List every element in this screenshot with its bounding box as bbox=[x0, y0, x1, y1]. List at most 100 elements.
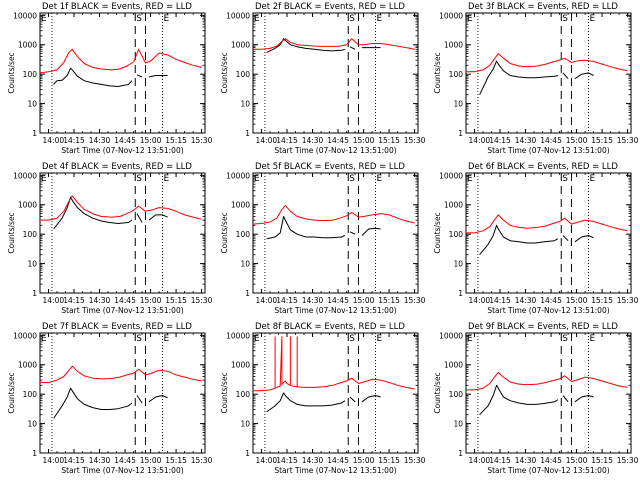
x-tick-label: 14:00 bbox=[469, 136, 491, 145]
marker-label: S bbox=[136, 334, 142, 344]
y-axis-label: Counts/sec bbox=[433, 212, 442, 253]
y-tick-label: 10 bbox=[453, 420, 463, 429]
y-axis-label: Counts/sec bbox=[220, 52, 229, 93]
x-tick-label: 14:45 bbox=[327, 456, 349, 465]
y-tick-label: 1 bbox=[245, 449, 250, 458]
series-lld-segment bbox=[133, 205, 202, 220]
x-tick-label: 15:15 bbox=[165, 136, 187, 145]
marker-label: E bbox=[163, 14, 169, 24]
x-axis-label: Start Time (07-Nov-12 13:51:00) bbox=[487, 466, 609, 475]
marker-label: E bbox=[41, 14, 47, 24]
y-axis-label: Counts/sec bbox=[433, 52, 442, 93]
detector-chart-5: Det 5f BLACK = Events, RED = LLD 1 10 100 10… bbox=[220, 162, 426, 315]
y-tick-label: 100 bbox=[449, 230, 464, 239]
plot-frame bbox=[39, 12, 206, 134]
x-axis-label: Start Time (07-Nov-12 13:51:00) bbox=[61, 306, 183, 315]
plot-frame bbox=[252, 332, 419, 454]
y-tick-label: 10 bbox=[27, 100, 37, 109]
x-tick-label: 14:45 bbox=[327, 136, 349, 145]
x-axis-label: Start Time (07-Nov-12 13:51:00) bbox=[487, 306, 609, 315]
plot-frame bbox=[465, 172, 632, 294]
y-tick-label: 1000 bbox=[18, 361, 37, 370]
chart-title: Det 9f BLACK = Events, RED = LLD bbox=[468, 322, 618, 332]
series-lld-segment bbox=[39, 48, 134, 74]
y-axis-label: Counts/sec bbox=[220, 212, 229, 253]
series-lld-segment bbox=[252, 204, 347, 225]
series-events-segment bbox=[562, 395, 569, 403]
series-lld-segment bbox=[346, 38, 415, 50]
plot-frame bbox=[465, 332, 632, 454]
marker-label: S bbox=[136, 174, 142, 184]
series-lld-segment bbox=[559, 375, 628, 388]
x-tick-label: 14:30 bbox=[302, 136, 324, 145]
x-axis-label: Start Time (07-Nov-12 13:51:00) bbox=[61, 466, 183, 475]
x-tick-label: 15:30 bbox=[404, 136, 426, 145]
detector-chart-6: Det 6f BLACK = Events, RED = LLD 1 10 100 10… bbox=[433, 162, 639, 315]
y-tick-label: 10000 bbox=[439, 171, 463, 180]
series-lld-segment bbox=[466, 53, 560, 73]
x-tick-label: 15:30 bbox=[404, 296, 426, 305]
x-tick-label: 14:15 bbox=[489, 136, 511, 145]
x-tick-label: 14:30 bbox=[89, 296, 111, 305]
x-tick-label: 15:30 bbox=[617, 456, 639, 465]
series-events-segment bbox=[136, 74, 143, 78]
x-axis-label: Start Time (07-Nov-12 13:51:00) bbox=[274, 146, 396, 155]
x-tick-label: 15:00 bbox=[140, 456, 162, 465]
series-lld-segment bbox=[559, 217, 628, 232]
y-tick-label: 10000 bbox=[13, 11, 37, 20]
plot-frame bbox=[39, 172, 206, 294]
x-tick-label: 14:00 bbox=[256, 296, 278, 305]
y-tick-label: 10000 bbox=[226, 171, 250, 180]
marker-label: S bbox=[349, 174, 355, 184]
chart-title: Det 5f BLACK = Events, RED = LLD bbox=[255, 162, 405, 172]
y-tick-label: 1 bbox=[245, 289, 250, 298]
x-axis-label: Start Time (07-Nov-12 13:51:00) bbox=[487, 146, 609, 155]
series-events-segment bbox=[136, 213, 143, 223]
marker-label: E bbox=[254, 14, 260, 24]
marker-label: E bbox=[376, 14, 382, 24]
marker-label: S bbox=[349, 14, 355, 24]
x-tick-label: 15:30 bbox=[617, 136, 639, 145]
x-tick-label: 14:15 bbox=[276, 136, 298, 145]
x-tick-label: 15:15 bbox=[378, 136, 400, 145]
y-tick-label: 10000 bbox=[439, 331, 463, 340]
x-tick-label: 15:00 bbox=[140, 296, 162, 305]
plot-frame bbox=[252, 12, 419, 134]
x-tick-label: 15:00 bbox=[353, 136, 375, 145]
detector-chart-3: Det 3f BLACK = Events, RED = LLD 1 10 100 10… bbox=[433, 2, 639, 155]
series-events-segment bbox=[53, 67, 133, 87]
x-tick-label: 15:30 bbox=[191, 456, 213, 465]
series-events-segment bbox=[349, 46, 356, 50]
marker-label: E bbox=[376, 334, 382, 344]
y-tick-label: 10 bbox=[27, 260, 37, 269]
y-tick-label: 1 bbox=[458, 289, 463, 298]
x-tick-label: 15:15 bbox=[378, 296, 400, 305]
x-tick-label: 14:15 bbox=[63, 296, 85, 305]
series-events-segment bbox=[562, 235, 569, 242]
y-tick-label: 100 bbox=[23, 230, 38, 239]
x-tick-label: 14:15 bbox=[489, 296, 511, 305]
x-tick-label: 15:00 bbox=[566, 296, 588, 305]
detector-chart-7: Det 7f BLACK = Events, RED = LLD 1 10 100 10… bbox=[7, 322, 213, 475]
detector-chart-9: Det 9f BLACK = Events, RED = LLD 1 10 100 10… bbox=[433, 322, 639, 475]
x-tick-label: 15:15 bbox=[591, 456, 613, 465]
marker-label: E bbox=[589, 174, 595, 184]
y-tick-label: 1000 bbox=[444, 361, 463, 370]
series-lld-segment bbox=[346, 211, 415, 224]
x-tick-label: 14:45 bbox=[114, 296, 136, 305]
series-events-segment bbox=[266, 216, 346, 240]
x-tick-label: 15:30 bbox=[191, 136, 213, 145]
y-axis-label: Counts/sec bbox=[433, 372, 442, 413]
x-tick-label: 14:45 bbox=[114, 456, 136, 465]
y-axis-label: Counts/sec bbox=[7, 52, 16, 93]
x-tick-label: 15:00 bbox=[566, 136, 588, 145]
chart-title: Det 1f BLACK = Events, RED = LLD bbox=[42, 2, 192, 12]
y-tick-label: 100 bbox=[23, 70, 38, 79]
x-tick-label: 15:15 bbox=[591, 296, 613, 305]
series-events-segment bbox=[349, 231, 356, 235]
detector-chart-1: Det 1f BLACK = Events, RED = LLD 1 10 100 10… bbox=[7, 2, 213, 155]
x-tick-label: 15:00 bbox=[353, 296, 375, 305]
y-tick-label: 10 bbox=[453, 100, 463, 109]
y-tick-label: 10000 bbox=[13, 331, 37, 340]
y-tick-label: 10000 bbox=[13, 171, 37, 180]
